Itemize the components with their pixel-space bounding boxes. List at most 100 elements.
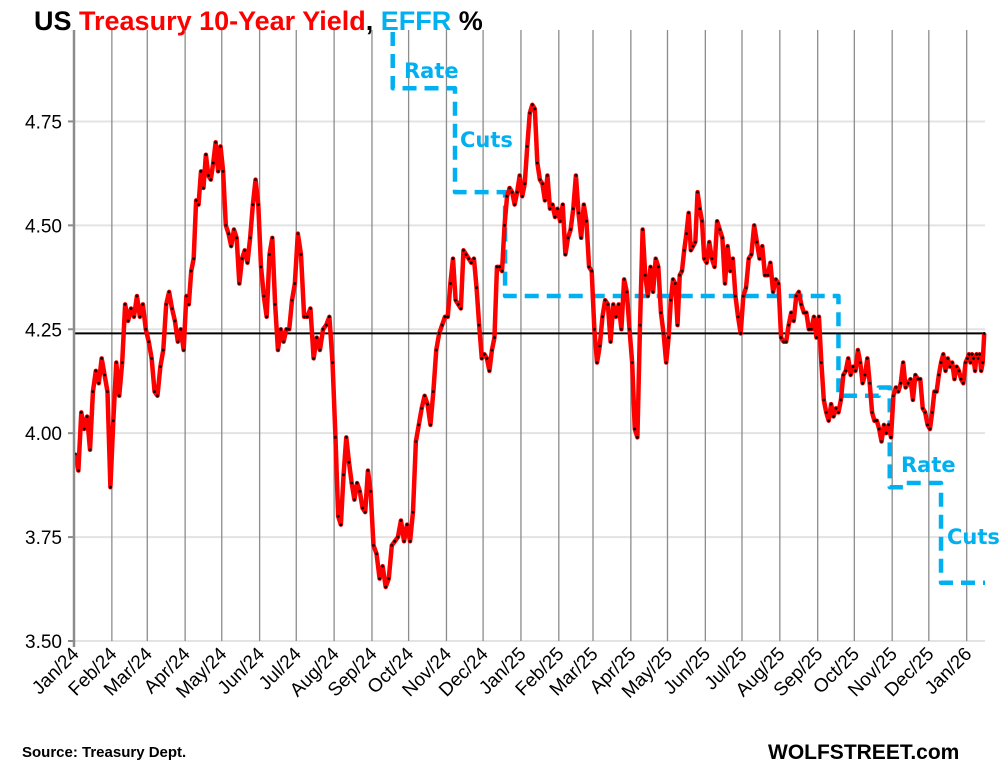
y-tick-label: 4.75 [25, 112, 62, 133]
yield-data-point [206, 174, 210, 177]
yield-data-point [153, 390, 156, 394]
yield-data-point [475, 286, 478, 290]
yield-data-point [141, 302, 145, 306]
yield-data-point [916, 377, 920, 381]
yield-data-point [464, 253, 468, 256]
yield-data-point [493, 336, 496, 339]
yield-data-point [981, 361, 985, 364]
yield-data-point [243, 248, 247, 252]
yield-data-point [138, 315, 142, 319]
yield-data-point [955, 365, 959, 369]
yield-data-point [135, 294, 139, 298]
yield-data-point [144, 327, 148, 331]
yield-data-point [784, 340, 788, 344]
yield-data-point [82, 427, 86, 431]
yield-data-point [641, 228, 645, 231]
yield-data-point [804, 311, 808, 315]
yield-data-point [106, 390, 109, 394]
yield-data-point [829, 402, 833, 406]
yield-data-point [946, 356, 950, 360]
yield-data-point [276, 348, 280, 352]
yield-data-point [503, 223, 506, 227]
yield-data-point [972, 356, 975, 360]
yield-data-point [216, 169, 220, 173]
yield-data-point [752, 223, 756, 227]
yield-data-point [966, 356, 969, 360]
yield-data-point [676, 323, 679, 327]
yield-data-point [363, 510, 367, 514]
yield-data-point [734, 294, 737, 298]
yield-data-point [720, 236, 724, 240]
yield-data-point [659, 311, 663, 315]
yield-data-point [643, 273, 647, 277]
yield-data-point [369, 489, 373, 493]
yield-data-point [928, 427, 932, 431]
yield-data-point [197, 203, 200, 206]
yield-data-point [625, 290, 629, 294]
yield-data-point [440, 323, 444, 327]
yield-data-point [739, 332, 743, 335]
yield-data-point [309, 307, 312, 310]
yield-data-point [870, 410, 874, 414]
yield-data-point [937, 373, 941, 377]
yield-data-point [815, 336, 818, 339]
yield-data-point [698, 207, 702, 211]
title-treasury: Treasury 10-Year Yield [79, 6, 366, 36]
yield-data-point [518, 174, 522, 177]
yield-data-point [214, 140, 218, 144]
yield-data-point [417, 423, 421, 427]
yield-data-point [863, 373, 867, 377]
yield-data-point [849, 373, 853, 377]
yield-data-point [899, 381, 903, 385]
yield-data-point [229, 244, 233, 248]
yield-data-point [794, 294, 798, 298]
yield-data-point [967, 352, 971, 356]
yield-data-point [302, 315, 306, 319]
yield-data-point [571, 207, 575, 211]
yield-data-point [913, 373, 917, 377]
yield-data-point [736, 315, 740, 319]
yield-data-point [611, 302, 615, 306]
yield-data-point [646, 294, 650, 298]
yield-data-point [431, 390, 435, 394]
yield-data-point [691, 244, 695, 248]
yield-data-point [923, 410, 927, 414]
yield-data-point [728, 269, 732, 273]
yield-data-point [219, 144, 222, 148]
annotation-rate-1: Rate [404, 59, 459, 83]
yield-data-point [477, 323, 481, 327]
yield-data-point [750, 253, 753, 256]
yield-data-point [723, 282, 727, 285]
yield-data-point [854, 369, 857, 373]
yield-data-point [462, 248, 465, 252]
yield-data-point [921, 406, 925, 410]
title-comma: , [365, 6, 381, 36]
yield-data-point [321, 327, 325, 331]
brand-label: WOLFSTREET.com [768, 741, 960, 764]
yield-data-point [126, 319, 130, 323]
yield-data-point [347, 460, 351, 464]
yield-data-point [707, 240, 711, 244]
yield-data-point [837, 410, 840, 414]
yield-data-point [577, 211, 580, 215]
yield-data-point [528, 111, 532, 115]
yield-data-point [204, 153, 208, 157]
y-tick-label: 3.50 [25, 632, 62, 653]
yield-data-point [551, 203, 554, 206]
yield-data-point [482, 352, 486, 356]
yield-data-point [827, 419, 831, 423]
yield-data-point [520, 194, 524, 198]
yield-data-point [861, 381, 865, 385]
yield-data-point [667, 336, 671, 339]
yield-data-point [930, 410, 934, 414]
yield-data-point [964, 361, 967, 364]
yield-data-point [590, 269, 594, 273]
yield-data-point [904, 386, 908, 389]
yield-data-point [651, 290, 655, 294]
yield-data-point [100, 356, 104, 360]
yield-data-point [619, 327, 623, 331]
yield-data-point [799, 302, 803, 306]
yield-data-point [839, 398, 843, 402]
yield-data-point [569, 228, 573, 231]
